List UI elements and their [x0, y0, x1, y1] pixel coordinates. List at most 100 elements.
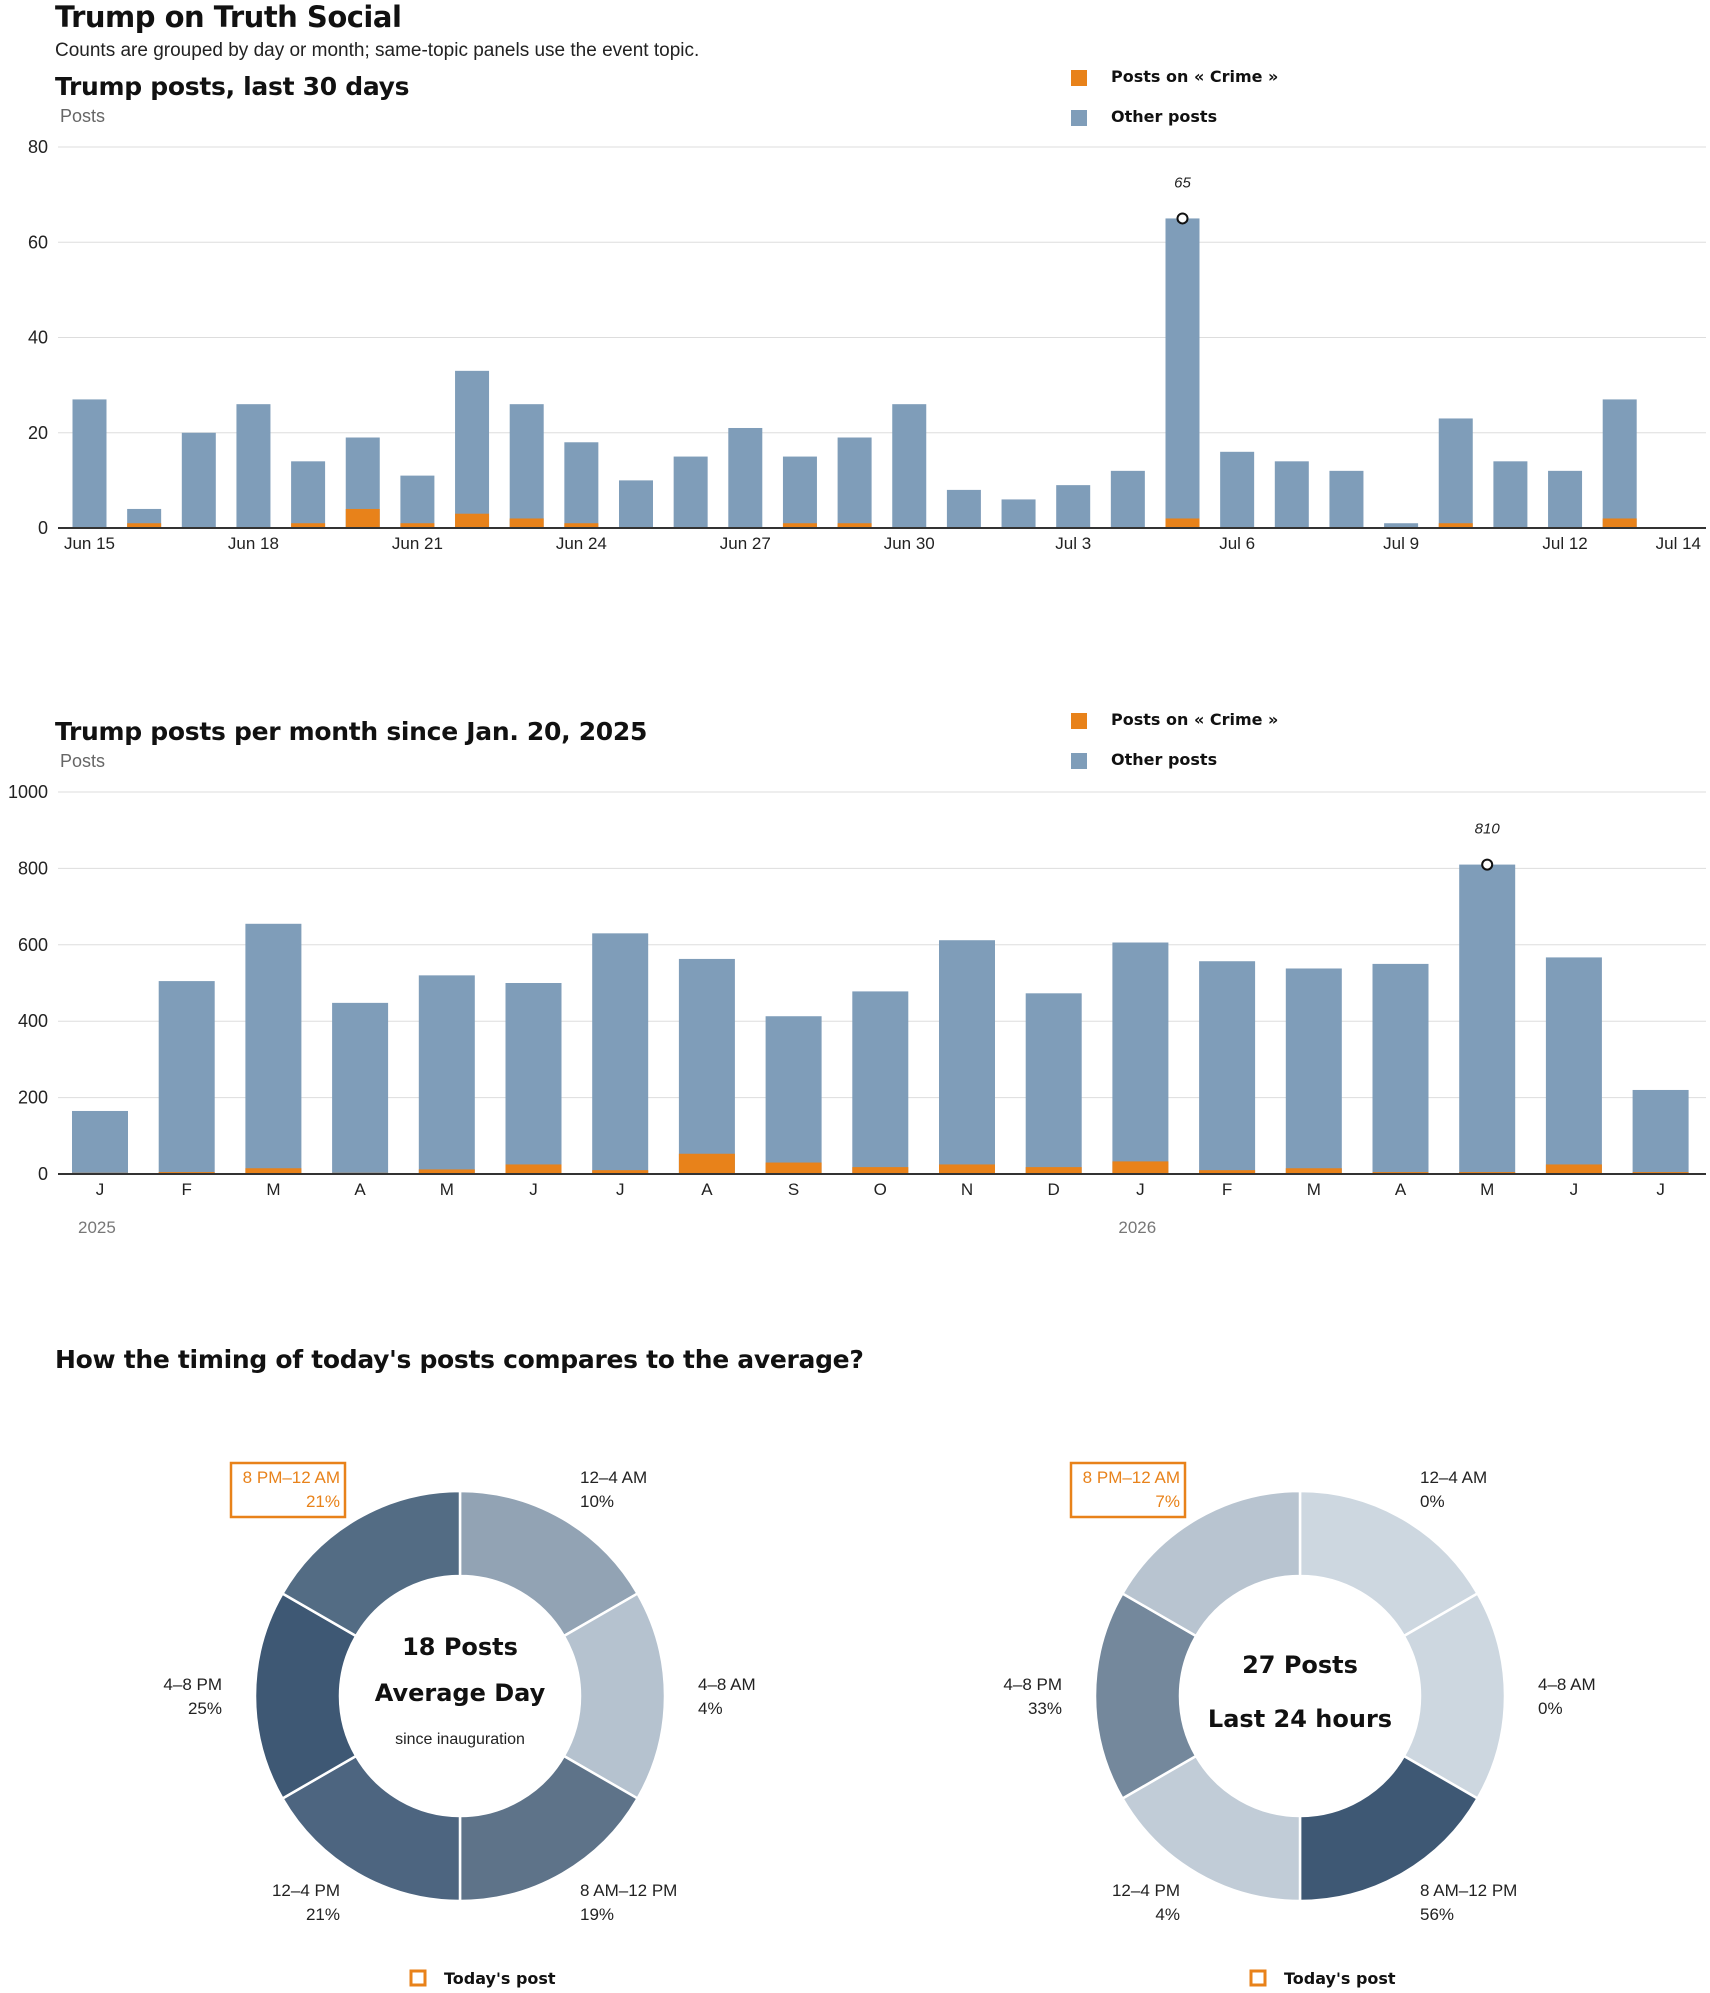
- donut-center-note: since inauguration: [395, 1731, 525, 1748]
- bar-other-posts: [505, 983, 562, 1174]
- bar-topic-posts: [400, 523, 435, 528]
- bar-topic-posts: [345, 508, 380, 528]
- legend-other-label: Other posts: [1111, 750, 1217, 769]
- legend-other-swatch: [1071, 753, 1087, 769]
- bar-other-posts: [1602, 399, 1637, 528]
- slice-pct: 56%: [1420, 1905, 1454, 1924]
- bar-other-posts: [1110, 470, 1145, 528]
- x-tick-label: Jun 15: [64, 534, 115, 553]
- bar-other-posts: [939, 940, 995, 1174]
- slice-label: 4–8 PM: [1003, 1675, 1062, 1694]
- bar-other-posts: [509, 404, 544, 528]
- x-tick-label: J: [96, 1180, 105, 1199]
- bar-topic-posts: [245, 1168, 302, 1174]
- x-tick-label: Jun 24: [556, 534, 607, 553]
- monthly-chart-ylabel: Posts: [60, 751, 106, 771]
- x-tick-label: J: [1570, 1180, 1579, 1199]
- bar-other-posts: [892, 404, 927, 528]
- y-tick-label: 0: [38, 518, 48, 538]
- year-label: 2025: [78, 1218, 116, 1237]
- x-tick-label: M: [440, 1180, 454, 1199]
- y-tick-label: 40: [28, 328, 48, 348]
- peak-value-label: 65: [1174, 174, 1191, 191]
- bar-other-posts: [852, 991, 909, 1174]
- x-tick-label: A: [1395, 1180, 1407, 1199]
- slice-label: 12–4 AM: [580, 1468, 647, 1487]
- legend-topic-label: Posts on « Crime »: [1111, 67, 1278, 86]
- legend-other-swatch: [1071, 110, 1087, 126]
- daily-posts-chart: 0 20 40 60 80 Jun 15 Jun 18 Jun 21 Jun 24 Jun 27 J…: [28, 67, 1706, 553]
- slice-label: 4–8 PM: [163, 1675, 222, 1694]
- x-tick-label: Jun 27: [720, 534, 771, 553]
- slice-pct: 33%: [1028, 1699, 1062, 1718]
- x-tick-label: Jun 18: [228, 534, 279, 553]
- bar-other-posts: [158, 981, 215, 1174]
- bar-other-posts: [1329, 470, 1364, 528]
- bar-other-posts: [782, 456, 817, 528]
- bar-other-posts: [592, 933, 649, 1174]
- bar-other-posts: [1165, 218, 1200, 528]
- legend-topic-swatch: [1071, 70, 1087, 86]
- today-highlight-box: [1069, 1461, 1187, 1519]
- bar-topic-posts: [564, 523, 599, 528]
- slice-label: 12–4 PM: [272, 1881, 340, 1900]
- donut-center-count: 27 Posts: [1242, 1651, 1358, 1679]
- today-legend-label: Today's post: [444, 1969, 556, 1988]
- page-subtitle: Counts are grouped by day or month; same…: [55, 40, 700, 61]
- x-tick-label: Jun 21: [392, 534, 443, 553]
- slice-label: 8 PM–12 AM: [1083, 1468, 1180, 1487]
- bar-topic-posts: [1199, 1170, 1256, 1174]
- peak-marker: [1481, 858, 1494, 871]
- x-tick-label: M: [1307, 1180, 1321, 1199]
- bar-topic-posts: [1165, 518, 1200, 528]
- bar-topic-posts: [765, 1162, 822, 1174]
- x-tick-label: M: [1480, 1180, 1494, 1199]
- bar-other-posts: [1199, 961, 1256, 1174]
- bar-other-posts: [673, 456, 708, 528]
- slice-label: 8 AM–12 PM: [580, 1881, 677, 1900]
- x-tick-label: J: [529, 1180, 538, 1199]
- bar-other-posts: [1274, 461, 1309, 528]
- slice-label: 8 PM–12 AM: [243, 1468, 340, 1487]
- bar-topic-posts: [505, 1164, 562, 1174]
- timing-donut-charts: 12–4 AM 10% 4–8 AM 4% 8 AM–12 PM 19% 12–4 PM 21…: [163, 1461, 1596, 1988]
- bar-topic-posts: [939, 1164, 995, 1174]
- today-highlight-box: [229, 1461, 347, 1519]
- x-tick-label: Jul 6: [1219, 534, 1255, 553]
- bar-topic-posts: [837, 523, 872, 528]
- bar-other-posts: [678, 958, 735, 1174]
- legend-other-label: Other posts: [1111, 107, 1217, 126]
- peak-value-label: 810: [1475, 821, 1501, 838]
- x-tick-label: Jul 14: [1656, 534, 1701, 553]
- bar-other-posts: [1001, 499, 1036, 528]
- legend-topic-swatch: [1071, 713, 1087, 729]
- bar-other-posts: [332, 1002, 389, 1174]
- bar-other-posts: [72, 1110, 128, 1174]
- bar-other-posts: [1545, 957, 1602, 1174]
- y-tick-label: 80: [28, 137, 48, 157]
- x-tick-label: J: [1136, 1180, 1145, 1199]
- bar-other-posts: [181, 432, 216, 528]
- slice-pct: 0%: [1420, 1492, 1445, 1511]
- bar-topic-posts: [509, 518, 544, 528]
- bar-topic-posts: [1602, 518, 1637, 528]
- y-tick-label: 1000: [8, 782, 48, 802]
- slice-label: 4–8 AM: [698, 1675, 756, 1694]
- today-legend-swatch: [1249, 1969, 1267, 1987]
- bar-other-posts: [1372, 963, 1429, 1174]
- y-tick-label: 200: [18, 1088, 48, 1108]
- bar-topic-posts: [1025, 1167, 1082, 1174]
- slice-pct: 21%: [306, 1905, 340, 1924]
- x-tick-label: A: [701, 1180, 713, 1199]
- slice-pct: 10%: [580, 1492, 614, 1511]
- x-tick-label: S: [788, 1180, 799, 1199]
- y-tick-label: 400: [18, 1011, 48, 1031]
- bar-other-posts: [455, 370, 490, 528]
- bar-other-posts: [1548, 470, 1583, 528]
- bar-other-posts: [728, 427, 763, 528]
- bar-topic-posts: [455, 513, 490, 528]
- x-tick-label: F: [1222, 1180, 1232, 1199]
- bar-topic-posts: [1438, 523, 1473, 528]
- donut-center-count: 18 Posts: [402, 1633, 518, 1661]
- bar-topic-posts: [291, 523, 326, 528]
